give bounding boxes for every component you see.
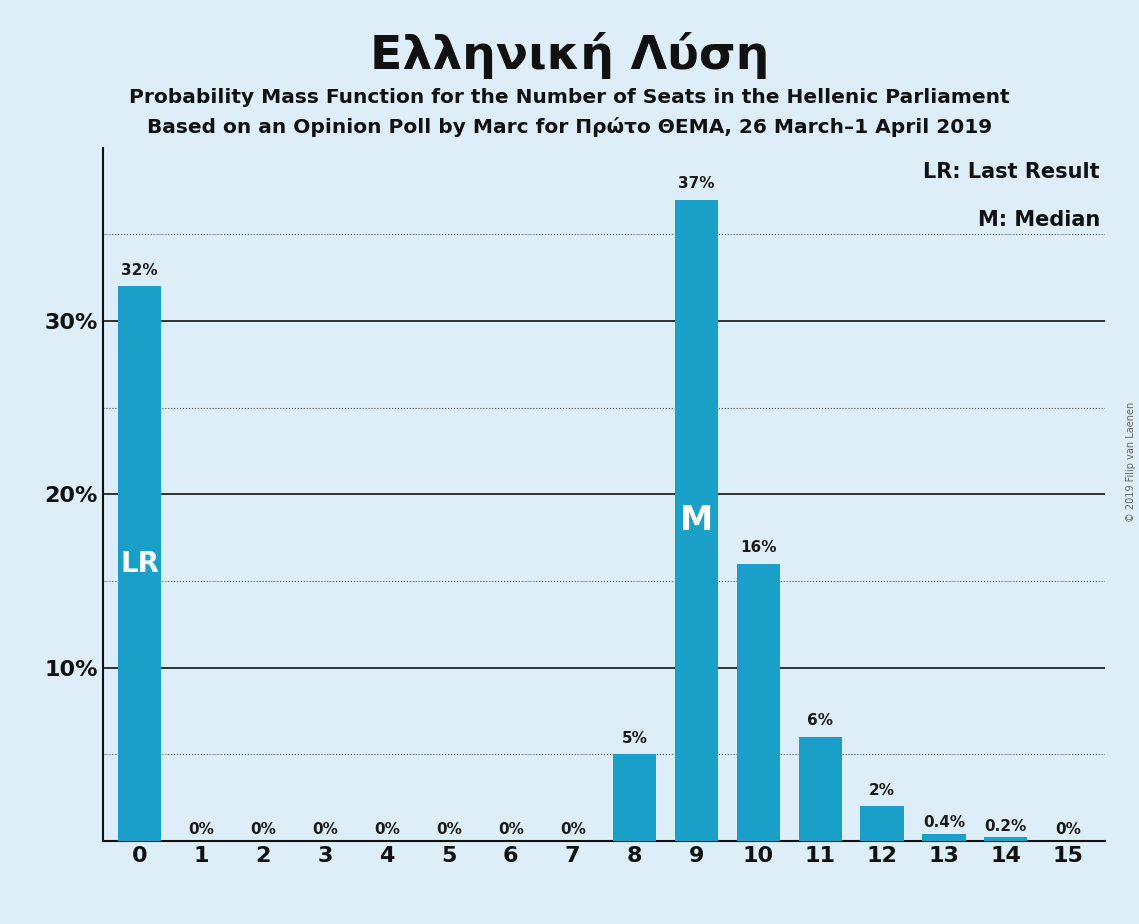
Bar — [118, 286, 162, 841]
Bar — [613, 754, 656, 841]
Text: Probability Mass Function for the Number of Seats in the Hellenic Parliament: Probability Mass Function for the Number… — [129, 88, 1010, 107]
Text: 0.4%: 0.4% — [923, 816, 965, 831]
Text: M: M — [680, 504, 713, 537]
Text: 0%: 0% — [312, 822, 338, 837]
Bar — [860, 806, 903, 841]
Bar — [798, 737, 842, 841]
Text: 0%: 0% — [436, 822, 462, 837]
Bar — [737, 564, 780, 841]
Text: M: Median: M: Median — [977, 211, 1100, 230]
Text: 0%: 0% — [375, 822, 400, 837]
Text: 32%: 32% — [122, 262, 158, 278]
Text: 0%: 0% — [1055, 822, 1081, 837]
Text: Based on an Opinion Poll by Marc for Πρώτο ΘΕΜΑ, 26 March–1 April 2019: Based on an Opinion Poll by Marc for Πρώ… — [147, 117, 992, 138]
Bar — [984, 837, 1027, 841]
Bar — [674, 200, 718, 841]
Text: LR: Last Result: LR: Last Result — [924, 162, 1100, 182]
Text: 5%: 5% — [622, 731, 648, 746]
Text: LR: LR — [120, 550, 159, 578]
Text: 37%: 37% — [678, 176, 715, 191]
Text: 2%: 2% — [869, 783, 895, 797]
Text: 6%: 6% — [808, 713, 834, 728]
Bar — [923, 834, 966, 841]
Text: © 2019 Filip van Laenen: © 2019 Filip van Laenen — [1126, 402, 1136, 522]
Text: 0%: 0% — [559, 822, 585, 837]
Text: 0%: 0% — [189, 822, 214, 837]
Text: 0%: 0% — [251, 822, 277, 837]
Text: Ελληνική Λύση: Ελληνική Λύση — [370, 32, 769, 79]
Text: 16%: 16% — [740, 540, 777, 555]
Text: 0%: 0% — [498, 822, 524, 837]
Text: 0.2%: 0.2% — [985, 819, 1027, 834]
